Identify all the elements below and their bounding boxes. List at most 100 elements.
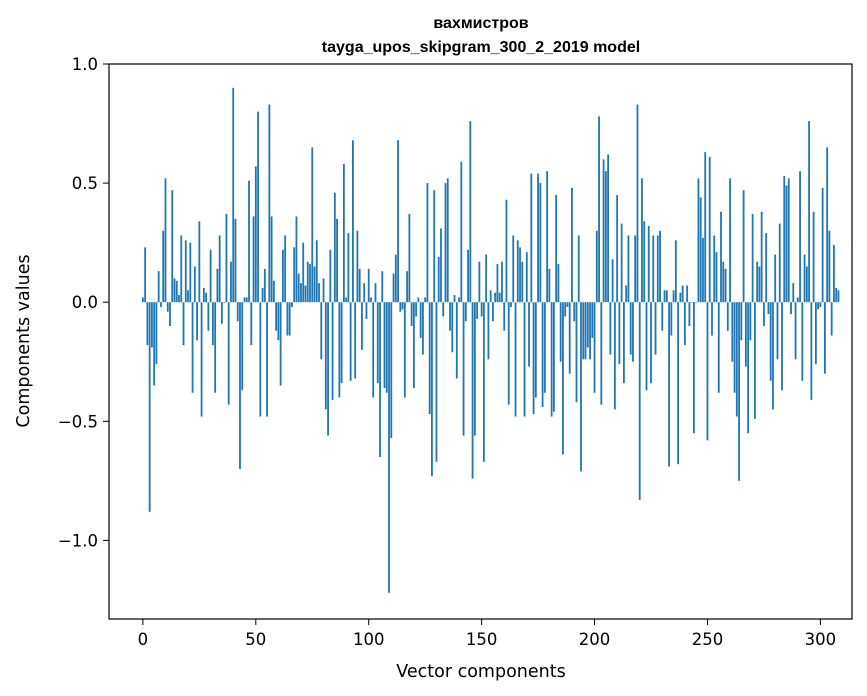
bar (609, 302, 612, 355)
bar (819, 302, 822, 307)
bar (349, 302, 352, 381)
bar (790, 302, 792, 315)
bar (275, 302, 278, 331)
bar (744, 302, 747, 367)
bar (401, 302, 404, 310)
bar (607, 154, 609, 303)
bar (564, 302, 567, 317)
bar (532, 302, 535, 415)
bar (720, 211, 722, 303)
bar (693, 302, 695, 434)
bar (214, 302, 217, 393)
bar (582, 302, 585, 360)
bar (476, 302, 479, 319)
bar (205, 292, 208, 303)
bar (722, 261, 725, 303)
bar (257, 111, 259, 303)
bar (419, 302, 422, 338)
bar (306, 261, 309, 303)
bar (695, 302, 698, 303)
bar (449, 302, 451, 331)
bar (643, 221, 646, 303)
bar (385, 302, 388, 393)
bar (415, 302, 418, 317)
bar (467, 249, 469, 303)
x-tick-label: 100 (353, 630, 385, 649)
x-tick-label: 200 (579, 630, 611, 649)
bar (498, 292, 501, 303)
bar (632, 302, 634, 362)
bar (426, 183, 429, 303)
bar (281, 249, 284, 303)
y-axis-ticks: 1.0 0.5 0.0 −0.5 −1.0 (58, 55, 109, 550)
bar (442, 302, 445, 317)
bar (760, 211, 763, 303)
bar (625, 285, 628, 303)
bar (824, 302, 826, 374)
bar (674, 240, 677, 303)
bar (180, 235, 183, 303)
plot-frame (108, 63, 853, 620)
bar (580, 302, 582, 472)
bar (717, 302, 720, 393)
bar (460, 161, 463, 303)
bar (742, 190, 745, 303)
x-tick-label: 50 (245, 630, 266, 649)
bar (830, 302, 833, 336)
bar (241, 302, 244, 391)
bar (410, 302, 413, 327)
bar (548, 268, 551, 303)
bar (193, 266, 196, 303)
bar (354, 302, 357, 379)
bar (261, 287, 264, 303)
bar (690, 302, 693, 303)
bar (141, 297, 144, 303)
x-axis-label: Vector components (396, 662, 565, 682)
bar (361, 302, 363, 350)
bar (726, 302, 729, 331)
bar (733, 302, 736, 393)
bar (747, 302, 750, 434)
bar (654, 302, 657, 355)
bar (164, 178, 167, 303)
bar (473, 302, 476, 436)
bar (602, 159, 605, 303)
bar (189, 242, 192, 303)
bar (501, 261, 503, 303)
bar (688, 302, 691, 327)
bar (345, 297, 348, 303)
x-tick-label: 0 (138, 630, 149, 649)
bar (837, 290, 840, 303)
bar (433, 190, 436, 303)
bar (708, 156, 711, 303)
bar (679, 292, 682, 303)
bar (711, 302, 713, 336)
bar (482, 302, 485, 462)
bar (817, 302, 820, 310)
bar (751, 214, 754, 303)
bar (293, 247, 296, 303)
bar (801, 302, 804, 381)
bar (376, 302, 379, 384)
bar (363, 283, 366, 303)
bar (833, 245, 835, 303)
bar (706, 302, 709, 441)
bar (417, 297, 420, 303)
bar (485, 254, 488, 303)
bar (381, 271, 384, 303)
y-tick-label: 1.0 (72, 55, 98, 74)
bar (758, 266, 761, 303)
bar (216, 268, 219, 303)
bar (157, 271, 160, 303)
bar (812, 211, 815, 303)
bar (783, 175, 786, 303)
bar (683, 302, 686, 346)
bar (763, 302, 765, 327)
bar (435, 302, 438, 462)
bar (740, 302, 743, 341)
bar (388, 302, 390, 593)
bar (663, 290, 666, 303)
bar (557, 264, 560, 303)
bar (263, 268, 266, 303)
x-tick-label: 300 (805, 630, 837, 649)
